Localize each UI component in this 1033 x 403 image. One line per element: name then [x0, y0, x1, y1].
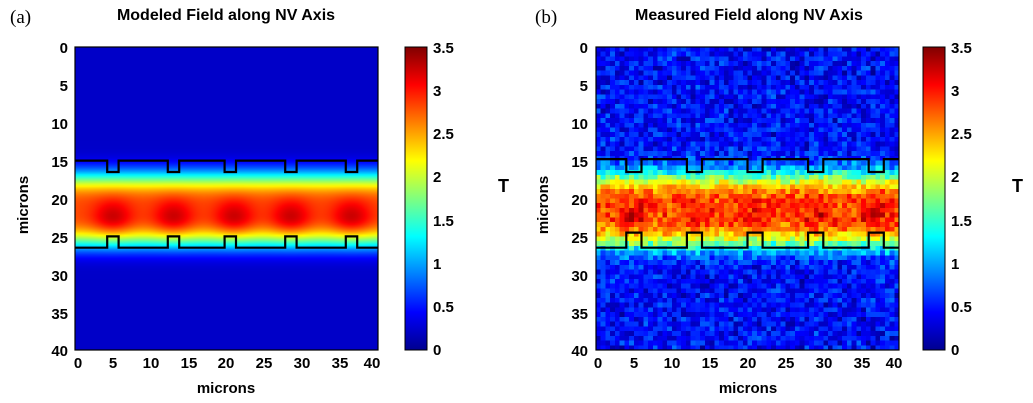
panel-a-y-label: microns: [15, 176, 32, 234]
panel-a-y-tick: 35: [51, 306, 68, 323]
panel-b-x-tick: 35: [854, 355, 871, 372]
panel-a-label: (a): [10, 7, 31, 28]
panel-b-y-tick: 0: [580, 40, 588, 57]
panel-a-x-tick: 10: [143, 355, 160, 372]
panel-a-y-tick: 20: [51, 192, 68, 209]
panel-b-x-tick: 40: [886, 355, 903, 372]
panel-b-colorbar-tick: 1.5: [951, 213, 972, 230]
panel-b-colorbar-tick: 0.5: [951, 299, 972, 316]
panel-a-colorbar-tick: 0: [433, 342, 441, 359]
panel-b-colorbar-tick: 1: [951, 256, 959, 273]
panel-b-x-tick: 20: [740, 355, 757, 372]
panel-a-y-tick: 10: [51, 116, 68, 133]
panel-b-x-axis: 0 5 10 15 20 25 30 35 40: [594, 355, 903, 372]
panel-a-heatmap: [75, 47, 378, 350]
panel-b-y-tick: 40: [571, 343, 588, 360]
panel-b-x-tick: 15: [702, 355, 719, 372]
panel-b-label: (b): [535, 7, 557, 28]
panel-a-colorbar-tick: 2: [433, 169, 441, 186]
panel-b-x-tick: 25: [778, 355, 795, 372]
panel-b-y-tick: 5: [580, 78, 588, 95]
panel-a-boundary-lines: [75, 159, 378, 249]
panel-a-x-tick: 15: [181, 355, 198, 372]
panel-a-plot-frame: [74, 46, 379, 351]
panel-b-x-tick: 5: [630, 355, 638, 372]
panel-b-colorbar-tick: 3.5: [951, 40, 972, 57]
panel-b-y-tick: 10: [571, 116, 588, 133]
panel-b-boundary-lines: [596, 158, 899, 249]
panel-a-x-tick: 25: [256, 355, 273, 372]
panel-b-y-tick: 35: [571, 306, 588, 323]
panel-b-y-tick: 25: [571, 230, 588, 247]
panel-a-colorbar-tick: 2.5: [433, 126, 454, 143]
panel-b-x-tick: 10: [664, 355, 681, 372]
panel-a-colorbar-tick: 0.5: [433, 299, 454, 316]
panel-a-y-tick: 5: [60, 78, 68, 95]
panel-b-colorbar: [922, 46, 946, 351]
panel-a-x-label: microns: [197, 380, 255, 397]
panel-b-x-tick: 0: [594, 355, 602, 372]
panel-a-x-tick: 30: [294, 355, 311, 372]
panel-a-y-tick: 40: [51, 343, 68, 360]
panel-b-x-label: microns: [719, 380, 777, 397]
panel-b-y-axis: 0 5 10 15 20 25 30 35 40: [571, 40, 588, 360]
panel-b-y-label: microns: [535, 176, 552, 234]
panel-a-colorbar-tick: 3.5: [433, 40, 454, 57]
panel-a-colorbar-tick: 3: [433, 83, 441, 100]
panel-a-y-tick: 0: [60, 40, 68, 57]
panel-a-y-axis: 0 5 10 15 20 25 30 35 40: [51, 40, 68, 360]
panel-a-x-axis: 0 5 10 15 20 25 30 35 40: [74, 355, 381, 372]
panel-b-plot-frame: [595, 46, 900, 351]
panel-a-x-tick: 0: [74, 355, 82, 372]
panel-a-colorbar: [404, 46, 428, 351]
panel-b-colorbar-ticks: 0 0.5 1 1.5 2 2.5 3 3.5: [951, 40, 972, 359]
panel-b-y-tick: 20: [571, 192, 588, 209]
panel-b-heatmap: [596, 47, 899, 350]
panel-b-y-tick: 30: [571, 268, 588, 285]
panel-a-x-tick: 35: [332, 355, 349, 372]
panel-a-colorbar-tick: 1: [433, 256, 441, 273]
panel-b-colorbar-unit: T: [1012, 176, 1023, 196]
panel-a-y-tick: 30: [51, 268, 68, 285]
panel-a-heatmap-image: [75, 47, 378, 350]
panel-b-title: Measured Field along NV Axis: [635, 7, 863, 24]
panel-a-colorbar-ticks: 0 0.5 1 1.5 2 2.5 3 3.5: [433, 40, 454, 359]
panel-a-y-tick: 15: [51, 154, 68, 171]
panel-a-title: Modeled Field along NV Axis: [117, 7, 335, 24]
panel-a: (a) Modeled Field along NV Axis 0 5 10 1…: [10, 7, 509, 397]
panel-a-colorbar-unit: T: [498, 176, 509, 196]
panel-b-colorbar-tick: 2.5: [951, 126, 972, 143]
panel-b-x-tick: 30: [816, 355, 833, 372]
panel-b-colorbar-tick: 0: [951, 342, 959, 359]
panel-b-heatmap-image: [596, 47, 899, 350]
panel-b-colorbar-tick: 3: [951, 83, 959, 100]
panel-a-colorbar-tick: 1.5: [433, 213, 454, 230]
panel-a-x-tick: 20: [218, 355, 235, 372]
panel-b-colorbar-tick: 2: [951, 169, 959, 186]
panel-a-y-tick: 25: [51, 230, 68, 247]
panel-a-x-tick: 40: [364, 355, 381, 372]
panel-b-y-tick: 15: [571, 154, 588, 171]
panel-a-x-tick: 5: [109, 355, 117, 372]
panel-b: (b) Measured Field along NV Axis 0 5 10 …: [535, 7, 1023, 397]
